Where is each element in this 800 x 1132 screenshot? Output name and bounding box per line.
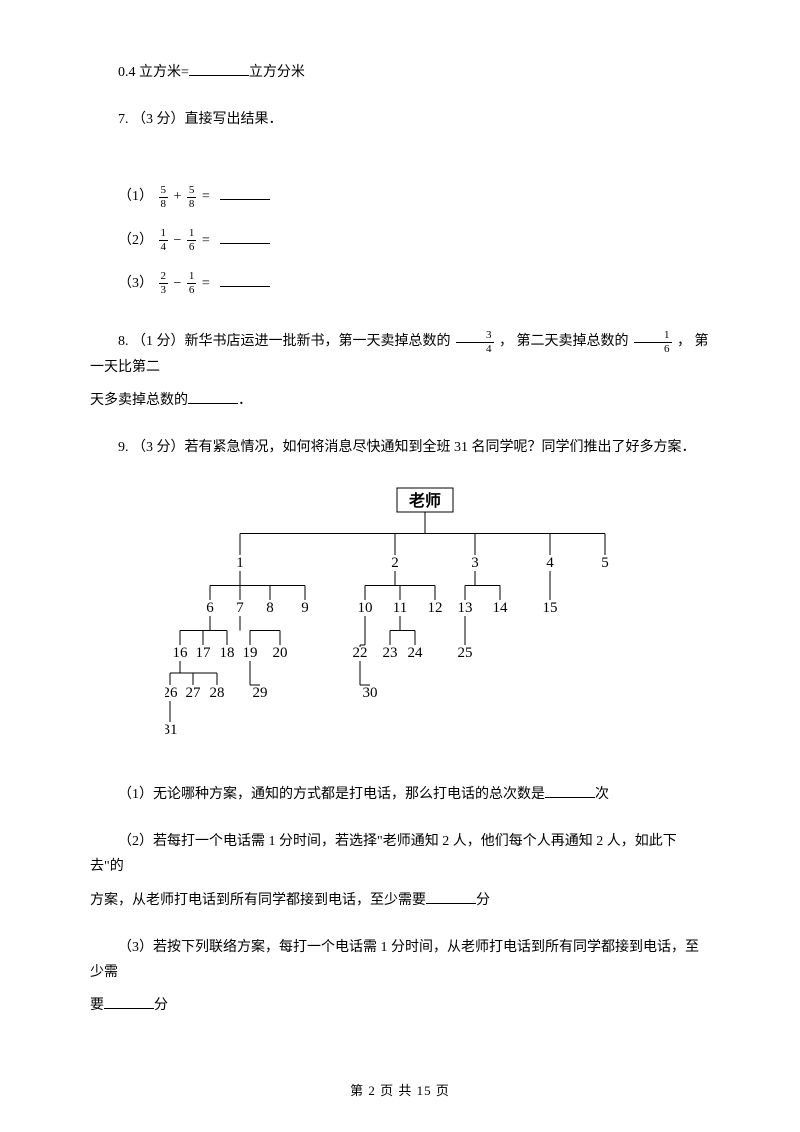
svg-text:31: 31	[165, 722, 178, 738]
svg-text:7: 7	[236, 600, 244, 616]
q8-frac2: 16	[634, 330, 672, 355]
svg-text:8: 8	[266, 600, 274, 616]
q9-p2-blank[interactable]	[426, 888, 476, 904]
eq1-label: （1）	[118, 189, 153, 204]
svg-text:26: 26	[165, 685, 178, 701]
q8-line2-a: 天多卖掉总数的	[90, 393, 188, 408]
q6-text-a: 0.4 立方米=	[118, 65, 189, 80]
eq3-equals: =	[202, 276, 210, 291]
svg-text:6: 6	[206, 600, 214, 616]
eq3-label: （3）	[118, 276, 153, 291]
svg-text:20: 20	[273, 645, 288, 661]
page-footer: 第 2 页 共 15 页	[0, 1079, 800, 1102]
q7-eq2: （2） 14 − 16 =	[90, 228, 710, 253]
svg-text:老师: 老师	[408, 491, 441, 510]
q7-eq3: （3） 23 − 16 =	[90, 271, 710, 296]
eq2-op: −	[174, 233, 182, 248]
q7-eq1: （1） 58 + 58 =	[90, 184, 710, 209]
svg-text:24: 24	[408, 645, 424, 661]
q6-tail-line: 0.4 立方米= 立方分米	[90, 60, 710, 85]
eq2-frac1: 14	[159, 228, 169, 253]
eq3-frac2: 16	[187, 271, 197, 296]
svg-text:3: 3	[471, 555, 479, 571]
eq1-equals: =	[202, 189, 210, 204]
svg-text:15: 15	[543, 600, 558, 616]
svg-text:16: 16	[173, 645, 189, 661]
q8-line2: 天多卖掉总数的 ．	[90, 388, 710, 413]
q8-text-b: ， 第二天卖掉总数的	[499, 334, 632, 349]
eq1-frac1: 58	[159, 185, 169, 210]
svg-text:12: 12	[428, 600, 443, 616]
tree-svg: 老师12345678910111213141516171819202223242…	[165, 482, 635, 752]
eq1-frac2: 58	[187, 185, 197, 210]
eq2-equals: =	[202, 233, 210, 248]
q9-p3-line2: 要分	[90, 993, 710, 1018]
svg-text:11: 11	[393, 600, 407, 616]
svg-text:5: 5	[601, 555, 609, 571]
q9-p1-a: （1）无论哪种方案，通知的方式都是打电话，那么打电话的总次数是	[118, 787, 545, 802]
svg-text:29: 29	[253, 685, 268, 701]
svg-text:14: 14	[493, 600, 509, 616]
svg-text:23: 23	[383, 645, 398, 661]
eq3-blank[interactable]	[220, 271, 270, 287]
q9-p2-line1: （2）若每打一个电话需 1 分时间，若选择"老师通知 2 人，他们每个人再通知 …	[90, 829, 710, 879]
q9-p3-line2-a: 要	[90, 998, 104, 1013]
svg-text:2: 2	[391, 555, 399, 571]
q9-p1-b: 次	[595, 787, 609, 802]
eq1-blank[interactable]	[220, 184, 270, 200]
q9-p1: （1）无论哪种方案，通知的方式都是打电话，那么打电话的总次数是 次	[90, 782, 710, 807]
q8-line2-b: ．	[238, 393, 252, 408]
eq2-frac2: 16	[187, 228, 197, 253]
q8-frac1: 34	[456, 330, 494, 355]
q9-p2-line2-a: 方案，从老师打电话到所有同学都接到电话，至少需要	[90, 893, 426, 908]
eq3-frac1: 23	[159, 271, 169, 296]
q9-p2-line2: 方案，从老师打电话到所有同学都接到电话，至少需要 分	[90, 888, 710, 913]
tree-diagram: 老师12345678910111213141516171819202223242…	[90, 482, 710, 752]
q9-p3-line1: （3）若按下列联络方案，每打一个电话需 1 分时间，从老师打电话到所有同学都接到…	[90, 935, 710, 985]
svg-text:10: 10	[358, 600, 373, 616]
q9-p2-line2-b: 分	[476, 893, 490, 908]
eq2-label: （2）	[118, 233, 153, 248]
eq3-op: −	[174, 276, 182, 291]
q9-header: 9. （3 分）若有紧急情况，如何将消息尽快通知到全班 31 名同学呢？同学们推…	[90, 435, 710, 460]
svg-text:30: 30	[363, 685, 378, 701]
svg-text:17: 17	[196, 645, 212, 661]
q7-header: 7. （3 分）直接写出结果．	[90, 107, 710, 132]
svg-text:25: 25	[458, 645, 473, 661]
svg-text:18: 18	[220, 645, 235, 661]
svg-text:22: 22	[353, 645, 368, 661]
eq2-blank[interactable]	[220, 228, 270, 244]
svg-text:4: 4	[546, 555, 554, 571]
q8-text-a: 8. （1 分）新华书店运进一批新书，第一天卖掉总数的	[118, 334, 454, 349]
svg-text:1: 1	[236, 555, 244, 571]
q8-blank[interactable]	[188, 388, 238, 404]
q9-p3-blank[interactable]	[104, 993, 154, 1009]
eq1-op: +	[174, 189, 182, 204]
q9-p1-blank[interactable]	[545, 782, 595, 798]
q9-p3-line2-b: 分	[154, 998, 168, 1013]
svg-text:13: 13	[458, 600, 473, 616]
svg-text:27: 27	[186, 685, 202, 701]
svg-text:19: 19	[243, 645, 258, 661]
q6-text-b: 立方分米	[249, 65, 305, 80]
q6-blank[interactable]	[189, 60, 249, 76]
svg-text:9: 9	[301, 600, 309, 616]
svg-text:28: 28	[210, 685, 225, 701]
q8-line1: 8. （1 分）新华书店运进一批新书，第一天卖掉总数的 34 ， 第二天卖掉总数…	[90, 329, 710, 379]
